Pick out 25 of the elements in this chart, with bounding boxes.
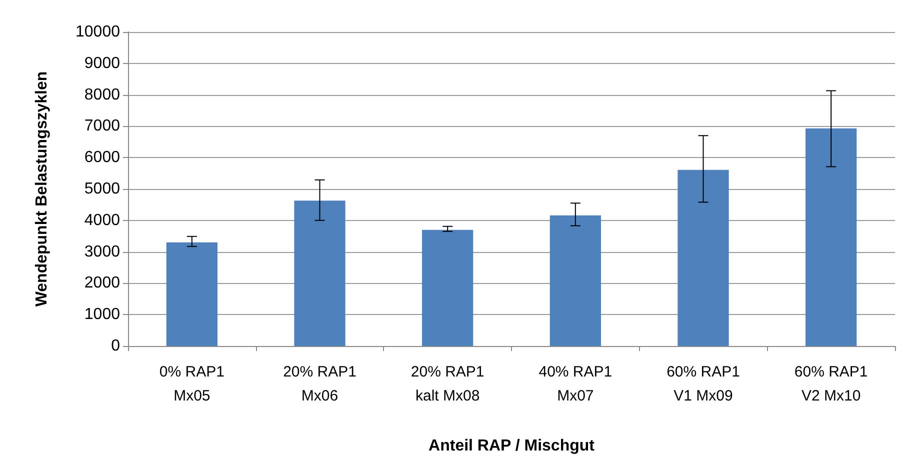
x-tick-label: 60% RAP1 V1 Mx09	[666, 364, 740, 404]
x-axis-title: Anteil RAP / Mischgut	[428, 438, 596, 454]
bar	[294, 200, 346, 346]
y-tick-label: 9000	[84, 54, 120, 72]
bar	[550, 215, 601, 346]
y-tick-label: 0	[111, 338, 120, 354]
bar	[678, 170, 729, 346]
y-tick-label: 3000	[84, 243, 120, 260]
x-tick-label: 0% RAP1 Mx05	[159, 364, 224, 404]
y-tick-label: 4000	[84, 212, 120, 229]
y-tick-label: 6000	[84, 149, 120, 166]
x-tick-label: 60% RAP1 V2 Mx10	[794, 364, 868, 404]
bar	[422, 230, 474, 346]
y-tick-label: 7000	[84, 118, 120, 135]
y-tick-label: 8000	[84, 86, 120, 104]
y-tick-label: 10000	[76, 24, 120, 40]
y-tick-label: 2000	[84, 274, 120, 292]
y-tick-label: 1000	[84, 306, 120, 324]
y-axis-title: Wendepunkt Belastungszyklen	[34, 71, 50, 307]
y-tick-label: 5000	[84, 180, 120, 198]
x-tick-label: 40% RAP1 Mx07	[538, 364, 612, 404]
bar	[166, 242, 218, 346]
x-tick-label: 20% RAP1 kalt Mx08	[410, 364, 484, 404]
x-tick-label: 20% RAP1 Mx06	[283, 364, 356, 404]
bar	[806, 128, 857, 346]
